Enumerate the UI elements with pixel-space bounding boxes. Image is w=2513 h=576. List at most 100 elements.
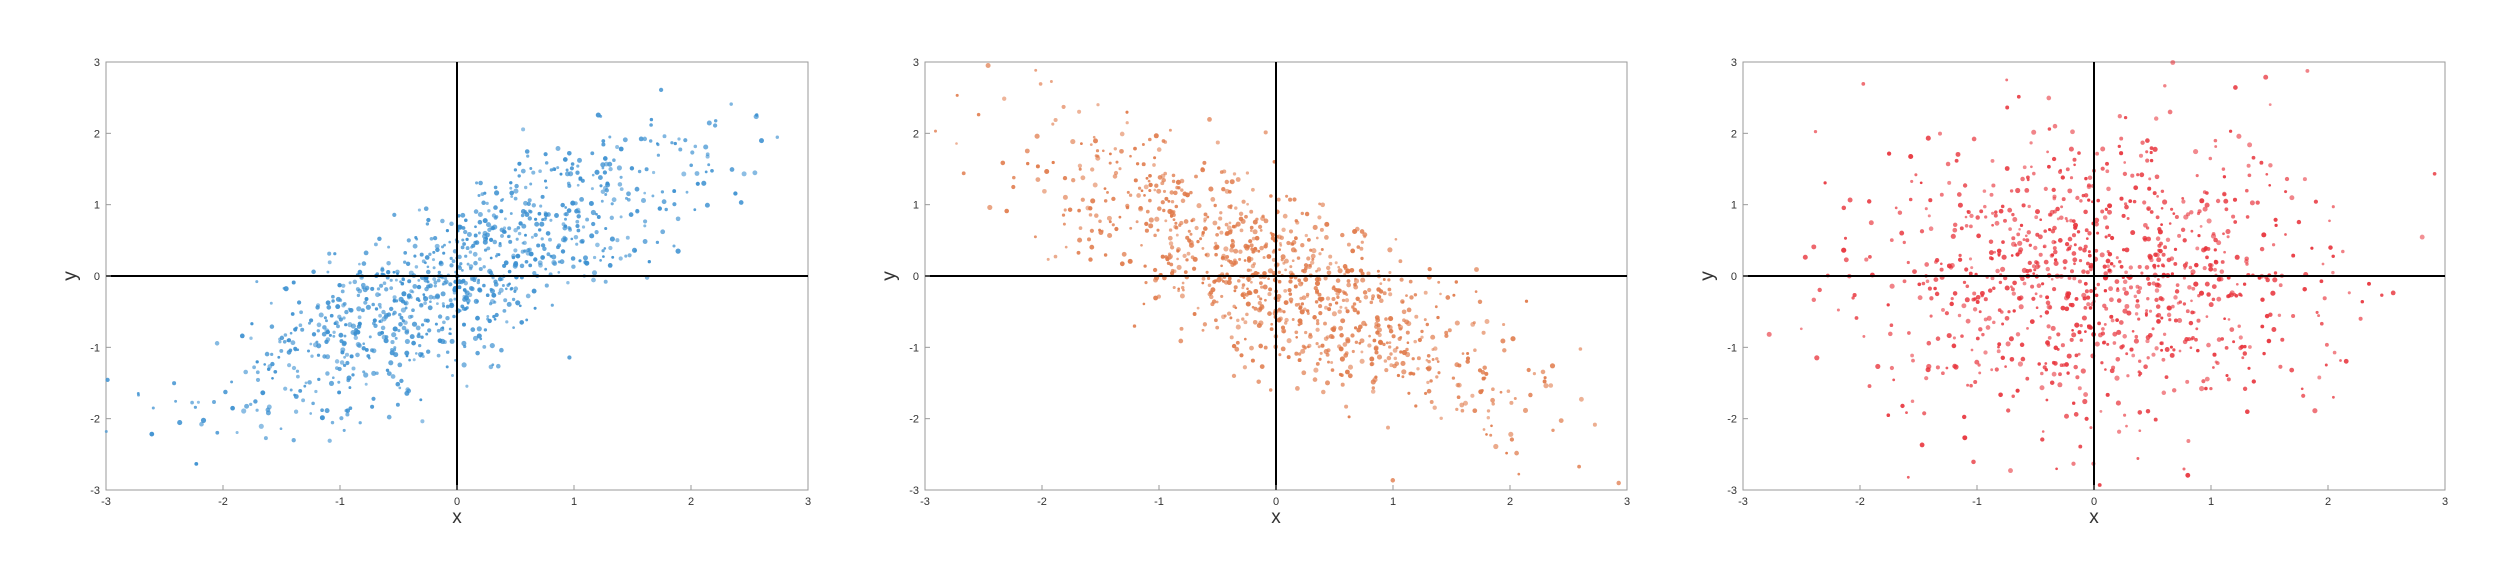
scatter-point [1957, 257, 1963, 262]
scatter-point [2114, 375, 2120, 381]
scatter-point [2210, 233, 2217, 239]
scatter-point [2107, 203, 2113, 209]
scatter-point [591, 221, 596, 227]
scatter-point [1286, 338, 1292, 344]
scatter-point [477, 212, 483, 217]
scatter-point [326, 270, 330, 274]
scatter-point [1323, 276, 1328, 281]
scatter-point [264, 351, 270, 357]
y-tick-label: 2 [94, 128, 100, 140]
scatter-point [1988, 250, 1994, 256]
scatter-point [1962, 280, 1967, 285]
scatter-point [527, 209, 532, 213]
scatter-point [497, 253, 501, 257]
scatter-point [1326, 348, 1331, 353]
scatter-point [1106, 215, 1112, 221]
scatter-point [360, 308, 365, 313]
scatter-point [2174, 289, 2180, 294]
scatter-point [1078, 226, 1083, 230]
scatter-point [2196, 348, 2200, 353]
scatter-point [325, 354, 331, 360]
scatter-point [2332, 395, 2335, 399]
scatter-point [1847, 197, 1853, 203]
scatter-point [1968, 271, 1973, 276]
scatter-point [1411, 357, 1415, 361]
scatter-point [504, 287, 508, 291]
scatter-point [600, 199, 604, 203]
scatter-point [483, 328, 488, 332]
scatter-point [2104, 235, 2108, 239]
scatter-point [1437, 280, 1441, 284]
scatter-point [1444, 333, 1449, 338]
scatter-point [423, 295, 426, 299]
scatter-point [2071, 332, 2077, 338]
scatter-point [2205, 255, 2209, 260]
scatter-point [269, 301, 273, 305]
scatter-point [432, 295, 437, 300]
scatter-point [694, 171, 700, 176]
scatter-point [1206, 276, 1211, 281]
scatter-point [2122, 171, 2128, 177]
scatter-point [2077, 151, 2081, 155]
scatter-point [1962, 414, 1967, 420]
scatter-point [500, 277, 504, 281]
scatter-point [1310, 253, 1316, 259]
scatter-point [1346, 242, 1351, 247]
scatter-point [2018, 228, 2021, 231]
scatter-point [2199, 386, 2205, 392]
scatter-point [1917, 295, 1923, 301]
scatter-point [599, 259, 602, 262]
scatter-point [1229, 316, 1233, 320]
x-tick-label: 1 [2208, 496, 2214, 508]
scatter-point [527, 216, 532, 221]
scatter-point [2247, 366, 2251, 370]
scatter-point [417, 299, 421, 303]
scatter-point [565, 171, 570, 177]
scatter-point [1295, 386, 1300, 391]
scatter-point [600, 162, 606, 168]
scatter-point [662, 134, 667, 139]
scatter-point [2240, 294, 2243, 297]
scatter-point [2119, 264, 2124, 269]
scatter-point [559, 172, 563, 176]
scatter-point [557, 243, 562, 248]
scatter-point [429, 236, 434, 241]
scatter-point [511, 297, 516, 302]
scatter-point [1145, 176, 1149, 180]
scatter-point [424, 261, 427, 265]
scatter-point [1220, 255, 1226, 261]
scatter-point [1465, 359, 1470, 364]
scatter-point [436, 353, 441, 358]
scatter-point [1311, 257, 1315, 261]
scatter-point [2123, 413, 2127, 417]
scatter-point [1886, 413, 1891, 418]
scatter-point [2182, 238, 2187, 243]
scatter-point [1924, 207, 1928, 211]
scatter-point [683, 138, 688, 143]
scatter-point [416, 284, 422, 290]
scatter-point [1221, 187, 1226, 192]
scatter-point [1247, 257, 1251, 261]
scatter-point [473, 260, 478, 266]
scatter-point [364, 297, 369, 301]
scatter-point [1232, 172, 1237, 176]
scatter-point [255, 280, 259, 284]
scatter-point [2204, 246, 2208, 250]
scatter-point [1180, 188, 1184, 192]
scatter-point [1202, 160, 1207, 165]
scatter-point [533, 306, 537, 310]
scatter-point [460, 245, 465, 250]
scatter-point [591, 173, 595, 177]
scatter-point [437, 270, 441, 275]
scatter-point [2174, 214, 2179, 220]
scatter-point [2123, 290, 2129, 296]
scatter-point [377, 236, 382, 242]
scatter-point [1406, 341, 1410, 345]
scatter-point [426, 269, 431, 275]
scatter-point [353, 335, 359, 341]
scatter-point [1203, 212, 1208, 217]
scatter-point [356, 293, 361, 298]
scatter-point [573, 234, 579, 240]
scatter-point [2208, 263, 2213, 268]
scatter-point [1928, 226, 1934, 231]
